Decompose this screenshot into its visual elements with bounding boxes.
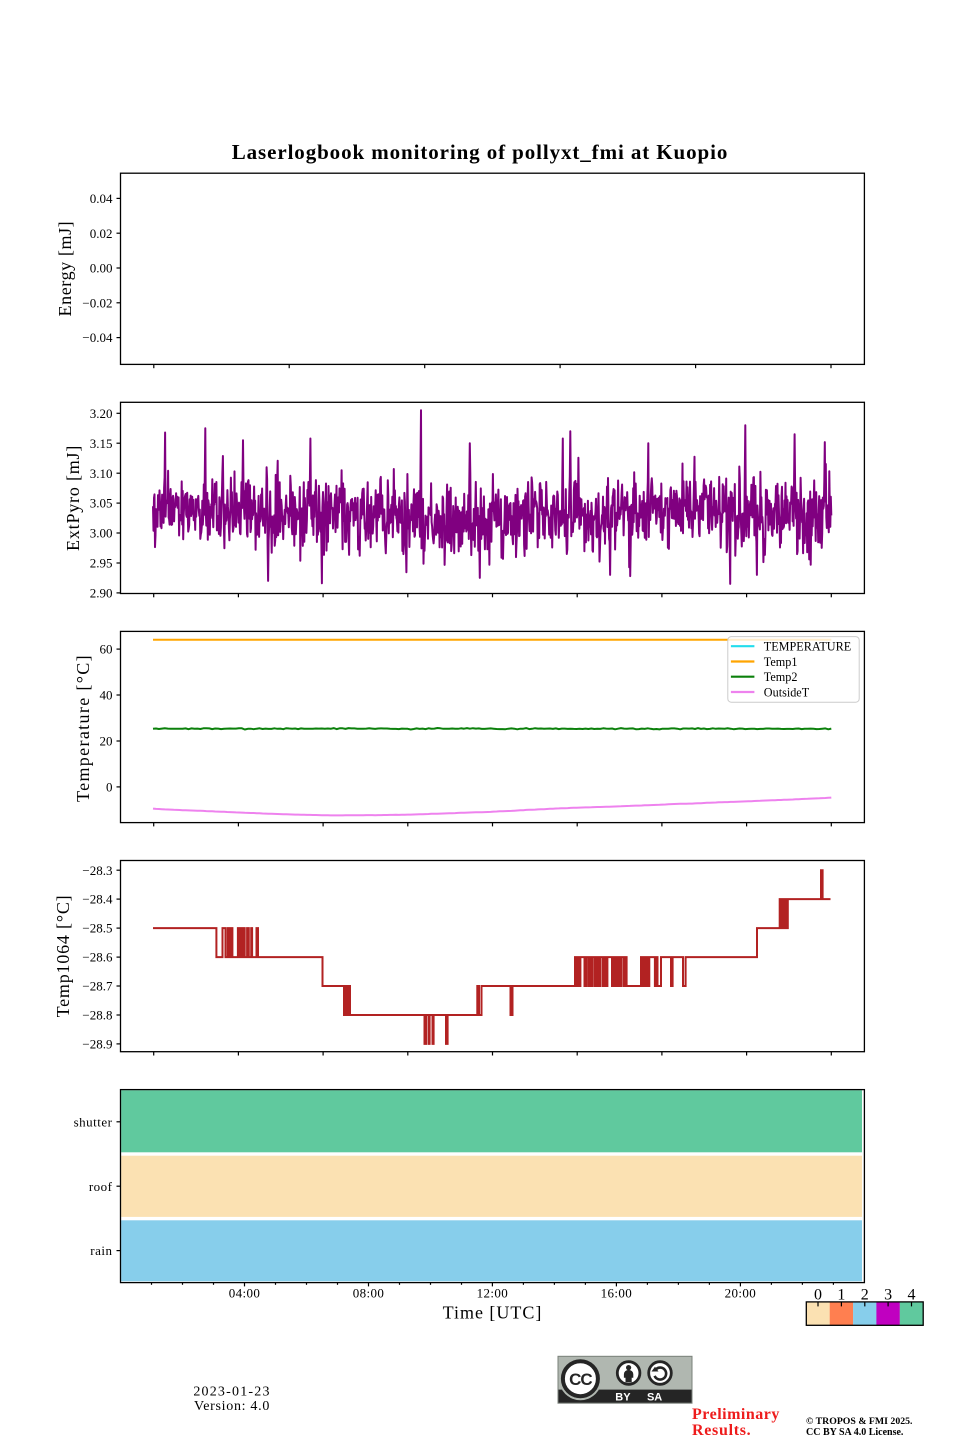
svg-text:−28.8: −28.8: [82, 1008, 112, 1023]
svg-text:2023-01-23: 2023-01-23: [193, 1384, 270, 1399]
svg-text:2: 2: [861, 1287, 869, 1304]
svg-text:Version: 4.0: Version: 4.0: [194, 1399, 270, 1414]
svg-text:4: 4: [908, 1287, 916, 1304]
svg-text:Results.: Results.: [692, 1422, 751, 1439]
svg-text:© TROPOS & FMI 2025.: © TROPOS & FMI 2025.: [806, 1416, 913, 1427]
svg-text:BY: BY: [615, 1391, 631, 1403]
svg-text:Energy [mJ]: Energy [mJ]: [55, 221, 75, 317]
svg-text:Temp1064 [°C]: Temp1064 [°C]: [53, 895, 73, 1018]
svg-text:1: 1: [837, 1287, 845, 1304]
svg-text:SA: SA: [647, 1391, 662, 1403]
svg-text:08:00: 08:00: [353, 1286, 385, 1301]
svg-text:−0.02: −0.02: [82, 295, 112, 310]
svg-text:−28.9: −28.9: [82, 1037, 112, 1052]
svg-text:3.20: 3.20: [90, 406, 113, 421]
svg-text:0.02: 0.02: [90, 226, 113, 241]
svg-text:0: 0: [106, 780, 113, 795]
svg-text:16:00: 16:00: [601, 1286, 633, 1301]
svg-text:roof: roof: [89, 1179, 113, 1194]
svg-text:−28.3: −28.3: [82, 863, 112, 878]
svg-text:Temp1: Temp1: [764, 655, 798, 669]
svg-text:04:00: 04:00: [229, 1286, 261, 1301]
svg-text:20: 20: [100, 734, 113, 749]
svg-text:Time [UTC]: Time [UTC]: [443, 1303, 543, 1323]
svg-text:Laserlogbook monitoring of pol: Laserlogbook monitoring of pollyxt_fmi a…: [232, 140, 728, 164]
svg-text:3.05: 3.05: [90, 496, 113, 511]
svg-text:−0.04: −0.04: [82, 330, 113, 345]
svg-text:−28.6: −28.6: [82, 950, 113, 965]
svg-text:shutter: shutter: [74, 1114, 113, 1129]
svg-text:Preliminary: Preliminary: [692, 1406, 780, 1423]
svg-text:60: 60: [100, 642, 113, 657]
svg-text:3.15: 3.15: [90, 436, 113, 451]
svg-text:2.95: 2.95: [90, 556, 113, 571]
svg-text:TEMPERATURE: TEMPERATURE: [764, 640, 851, 654]
svg-text:3.10: 3.10: [90, 466, 113, 481]
svg-text:12:00: 12:00: [477, 1286, 509, 1301]
svg-text:20:00: 20:00: [725, 1286, 757, 1301]
svg-text:3.00: 3.00: [90, 526, 113, 541]
svg-text:40: 40: [100, 688, 113, 703]
svg-text:rain: rain: [90, 1243, 112, 1258]
svg-text:CC: CC: [569, 1370, 592, 1389]
svg-text:Temp2: Temp2: [764, 670, 798, 684]
svg-text:−28.4: −28.4: [82, 892, 113, 907]
svg-text:0.04: 0.04: [90, 191, 113, 206]
svg-text:CC BY SA 4.0 License.: CC BY SA 4.0 License.: [806, 1427, 904, 1438]
svg-text:OutsideT: OutsideT: [764, 685, 810, 699]
svg-text:ExtPyro [mJ]: ExtPyro [mJ]: [63, 445, 83, 551]
svg-text:0: 0: [814, 1287, 822, 1304]
svg-text:3: 3: [884, 1287, 892, 1304]
svg-text:2.90: 2.90: [90, 586, 113, 601]
svg-text:0.00: 0.00: [90, 261, 113, 276]
svg-text:Temperature [°C]: Temperature [°C]: [73, 654, 93, 802]
svg-text:−28.7: −28.7: [82, 979, 113, 994]
svg-text:−28.5: −28.5: [82, 921, 112, 936]
